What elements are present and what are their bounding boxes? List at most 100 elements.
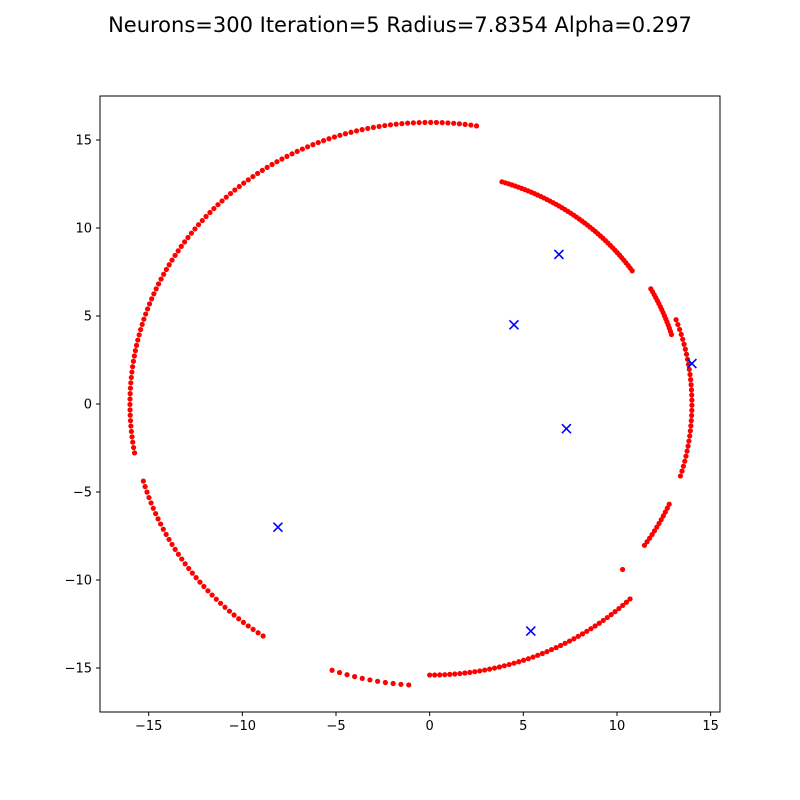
neuron-point	[181, 239, 188, 245]
centroid-x-marker	[561, 423, 572, 434]
neuron-point	[678, 331, 684, 337]
neuron-point	[127, 412, 133, 418]
neuron-point	[686, 438, 692, 444]
neuron-point	[616, 605, 622, 612]
neuron-point	[682, 346, 688, 352]
neuron-point	[544, 649, 550, 655]
neuron-point	[133, 342, 140, 348]
neuron-point	[310, 142, 316, 148]
neuron-point	[348, 129, 354, 135]
neuron-point	[525, 656, 531, 662]
y-tick-label: −5	[73, 486, 92, 501]
x-axis: −15 −10 −5 0 5 10 15	[135, 712, 719, 734]
neuron-point	[406, 682, 412, 688]
neuron-point	[439, 120, 445, 126]
neuron-point	[367, 677, 373, 683]
neuron-point	[215, 202, 221, 208]
neuron-point	[211, 205, 217, 212]
neuron-point	[664, 505, 670, 511]
neuron-point	[689, 407, 695, 413]
neuron-point	[299, 146, 305, 152]
neuron-point	[269, 161, 275, 168]
neuron-point	[437, 672, 443, 678]
neuron-point	[680, 463, 687, 469]
neuron-point	[344, 672, 350, 678]
neuron-point	[468, 122, 474, 128]
neuron-point	[447, 671, 453, 677]
plot-markers	[127, 119, 697, 688]
neuron-point	[491, 665, 498, 671]
neuron-point	[130, 358, 137, 364]
neuron-point	[579, 631, 586, 637]
neuron-point	[178, 243, 184, 249]
neuron-point	[687, 371, 693, 378]
neuron-point	[604, 614, 610, 621]
neuron-point	[213, 596, 219, 602]
neuron-point	[588, 626, 594, 632]
neuron-point	[511, 660, 517, 666]
neuron-point	[193, 575, 199, 581]
neuron-point	[146, 494, 152, 501]
centroid-x-marker	[686, 358, 697, 369]
neuron-point	[236, 616, 242, 622]
neuron-point	[689, 402, 695, 408]
neuron-point	[132, 348, 138, 354]
neuron-point	[127, 401, 133, 408]
neuron-point	[562, 640, 568, 646]
neuron-point	[359, 127, 365, 133]
neuron-point	[654, 524, 660, 530]
neuron-point	[197, 579, 203, 585]
neuron-point	[195, 222, 202, 228]
y-tick-label: 15	[75, 134, 92, 149]
neuron-point	[445, 120, 451, 126]
neuron-point	[144, 489, 150, 495]
neuron-point	[428, 119, 434, 126]
neuron-point	[689, 392, 695, 398]
neuron-point	[150, 505, 156, 511]
neuron-point	[140, 478, 146, 484]
neuron-point	[571, 636, 577, 642]
neuron-point	[620, 602, 626, 609]
neuron-point	[685, 443, 691, 449]
neuron-point	[141, 316, 147, 322]
neuron-point	[684, 448, 690, 454]
neuron-point	[240, 619, 247, 625]
neuron-point	[136, 332, 142, 338]
neuron-point	[612, 609, 618, 615]
neuron-point	[127, 396, 133, 402]
neuron-point	[149, 296, 155, 302]
neuron-point	[166, 536, 172, 543]
neuron-point	[158, 276, 164, 282]
neuron-point	[279, 156, 285, 162]
neuron-point	[467, 669, 473, 676]
neuron-point	[382, 122, 388, 129]
x-tick-label: −10	[229, 719, 256, 734]
neuron-point	[294, 148, 300, 155]
neuron-point	[127, 418, 134, 424]
neuron-point	[427, 672, 433, 678]
neuron-point	[530, 654, 536, 660]
neuron-point	[250, 626, 256, 632]
neuron-point	[387, 122, 394, 128]
neuron-point	[689, 412, 695, 419]
neuron-point	[539, 650, 545, 657]
neuron-point	[382, 679, 388, 686]
neuron-point	[260, 633, 266, 639]
neuron-point	[462, 121, 468, 127]
neuron-point	[284, 153, 290, 159]
neuron-point	[153, 511, 159, 517]
neuron-point	[219, 198, 225, 204]
neuron-point	[128, 428, 134, 435]
neuron-point	[155, 281, 162, 287]
neuron-point	[326, 136, 332, 142]
neuron-point	[155, 516, 161, 522]
neuron-point	[456, 121, 463, 127]
neuron-point	[651, 528, 658, 534]
neuron-point	[499, 179, 505, 185]
neuron-point	[138, 326, 144, 333]
neuron-point	[161, 271, 167, 277]
centroid-x-marker	[553, 249, 564, 260]
neuron-point	[682, 458, 688, 464]
neuron-point	[393, 121, 399, 127]
neuron-point	[135, 337, 141, 343]
